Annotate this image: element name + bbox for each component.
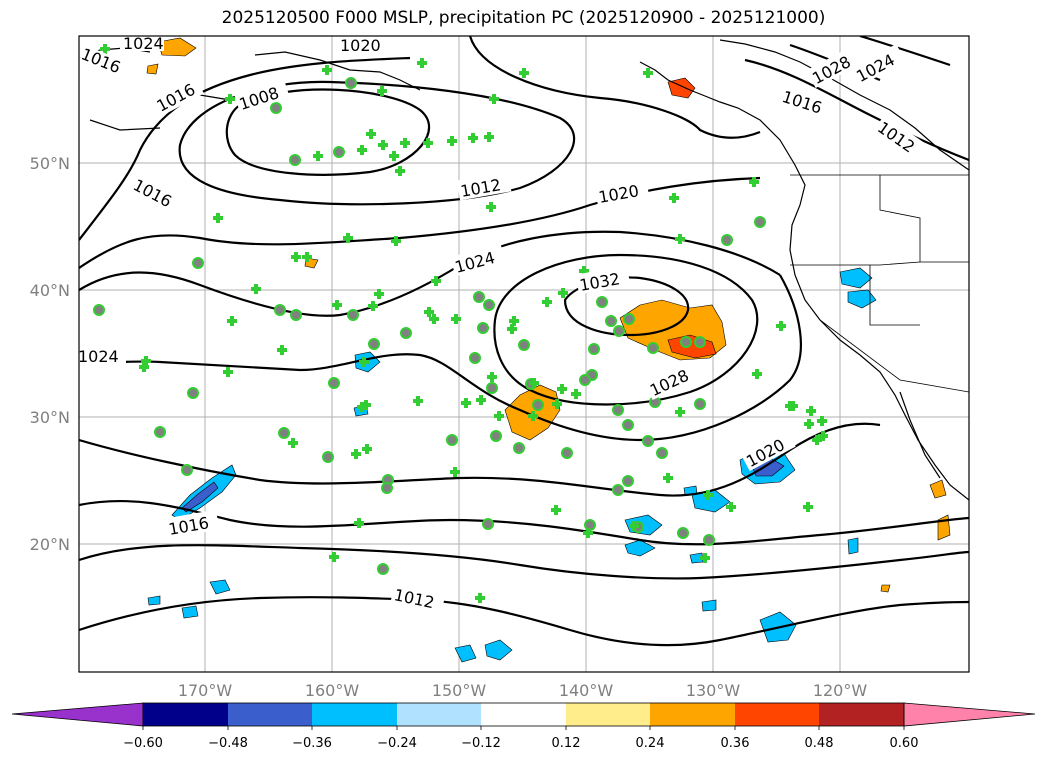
colorbar-outline — [142, 702, 905, 727]
longitude-labels: 170°W 160°W 150°W 140°W 130°W 120°W — [178, 681, 868, 700]
colorbar-tick-label: −0.60 — [123, 736, 163, 751]
lon-label: 150°W — [432, 681, 487, 700]
colorbar-segment — [735, 703, 819, 726]
colorbar-extend-min — [11, 702, 144, 727]
map-title: 2025120500 F000 MSLP, precipitation PC (… — [221, 8, 826, 28]
colorbar-tick-label: 0.60 — [890, 736, 919, 751]
colorbar-segment — [312, 703, 397, 726]
isobar-label: 1024 — [123, 34, 164, 53]
colorbar-segment — [566, 703, 650, 726]
latitude-labels: 50°N 40°N 30°N 20°N — [30, 154, 70, 554]
lon-label: 130°W — [686, 681, 741, 700]
isobar-label: 1020 — [340, 36, 381, 55]
lon-label: 140°W — [559, 681, 614, 700]
lon-label: 120°W — [813, 681, 868, 700]
colorbar-segment — [228, 703, 312, 726]
colorbar-tick-label: −0.24 — [377, 736, 417, 751]
precip-negative-areas — [147, 267, 877, 663]
colorbar-segment — [481, 703, 566, 726]
station-markers — [93, 44, 828, 603]
borders — [790, 174, 969, 393]
lat-label: 20°N — [30, 535, 70, 554]
colorbar-tick-label: −0.48 — [208, 736, 248, 751]
colorbar-tick-label: 0.36 — [721, 736, 750, 751]
lat-label: 30°N — [30, 408, 70, 427]
colorbar-segment — [819, 703, 904, 726]
colorbar-tick-label: 0.12 — [552, 736, 581, 751]
colorbar-tick-label: −0.36 — [292, 736, 332, 751]
map-background — [79, 36, 969, 672]
lon-label: 160°W — [305, 681, 360, 700]
colorbar-segment — [143, 703, 228, 726]
colorbar-segment — [650, 703, 735, 726]
colorbar-segment — [397, 703, 481, 726]
colorbar-tick-label: 0.24 — [636, 736, 665, 751]
lat-label: 50°N — [30, 154, 70, 173]
lat-label: 40°N — [30, 281, 70, 300]
lon-label: 170°W — [178, 681, 233, 700]
colorbar: −0.60 −0.48 −0.36 −0.24 −0.12 0.12 0.24 … — [11, 702, 1036, 751]
colorbar-ticks — [142, 726, 905, 730]
map-frame — [78, 35, 970, 673]
colorbar-tick-label: 0.48 — [805, 736, 834, 751]
colorbar-extend-max — [903, 702, 1036, 727]
isobar-label: 1024 — [78, 347, 119, 366]
colorbar-tick-label: −0.12 — [461, 736, 501, 751]
